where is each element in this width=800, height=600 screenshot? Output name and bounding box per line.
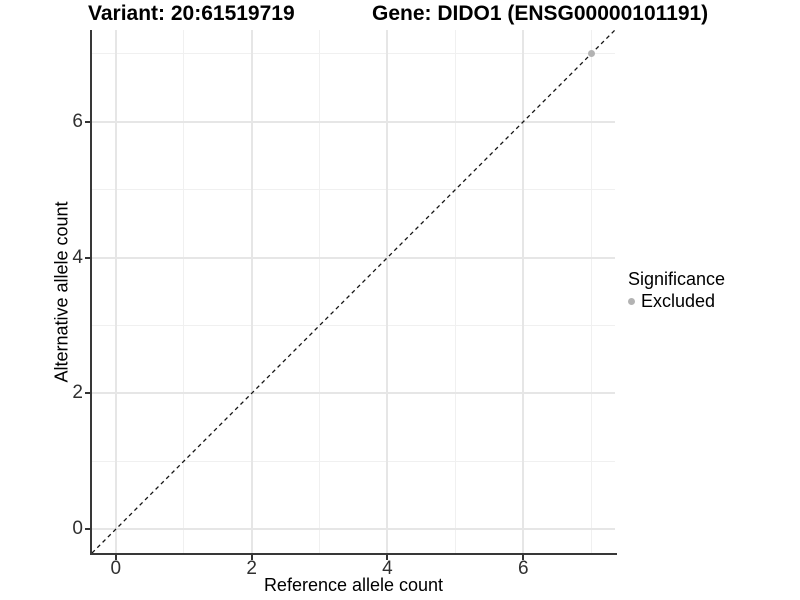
- y-minor-gridline: [92, 189, 615, 191]
- y-tick-label: 6: [72, 110, 83, 132]
- x-tick: [522, 555, 525, 560]
- identity-line: [91, 29, 616, 554]
- x-axis-line: [90, 553, 617, 555]
- y-tick: [85, 392, 90, 395]
- y-tick: [85, 120, 90, 123]
- variant-title: Variant: 20:61519719: [88, 2, 295, 25]
- legend-items: Excluded: [628, 290, 725, 312]
- y-major-gridline: [92, 392, 615, 395]
- x-axis-title: Reference allele count: [263, 575, 444, 595]
- y-minor-gridline: [92, 324, 615, 326]
- x-tick-label: 2: [246, 558, 257, 579]
- x-major-gridline: [386, 30, 389, 553]
- y-tick-label: 4: [72, 246, 83, 268]
- x-minor-gridline: [454, 30, 456, 553]
- x-minor-gridline: [590, 30, 592, 553]
- y-minor-gridline: [92, 460, 615, 462]
- y-tick: [85, 528, 90, 531]
- y-axis-line: [90, 30, 92, 555]
- plot-panel: [91, 29, 616, 554]
- x-minor-gridline: [183, 30, 185, 553]
- x-tick-label: 6: [518, 558, 529, 579]
- legend-item-label: Excluded: [641, 290, 716, 311]
- y-axis-title: Alternative allele count: [51, 201, 72, 383]
- legend-item: Excluded: [628, 290, 725, 312]
- x-tick-label: 4: [382, 558, 393, 579]
- x-tick: [114, 555, 117, 560]
- data-point: [587, 50, 595, 58]
- y-tick-label: 0: [72, 518, 83, 540]
- x-major-gridline: [250, 30, 253, 553]
- legend: Significance Excluded: [628, 268, 725, 312]
- gene-title: Gene: DIDO1 (ENSG00000101191): [372, 2, 709, 25]
- x-major-gridline: [114, 30, 117, 553]
- x-tick: [250, 555, 253, 560]
- y-major-gridline: [92, 528, 615, 531]
- y-major-gridline: [92, 120, 615, 123]
- y-major-gridline: [92, 256, 615, 259]
- x-tick: [386, 555, 389, 560]
- x-tick-label: 0: [110, 558, 122, 579]
- x-minor-gridline: [319, 30, 321, 553]
- y-minor-gridline: [92, 53, 615, 55]
- y-tick-label: 2: [72, 382, 83, 404]
- legend-title: Significance: [628, 269, 726, 289]
- legend-key-dot-icon: [628, 297, 635, 305]
- x-major-gridline: [522, 30, 525, 553]
- y-tick: [85, 256, 90, 259]
